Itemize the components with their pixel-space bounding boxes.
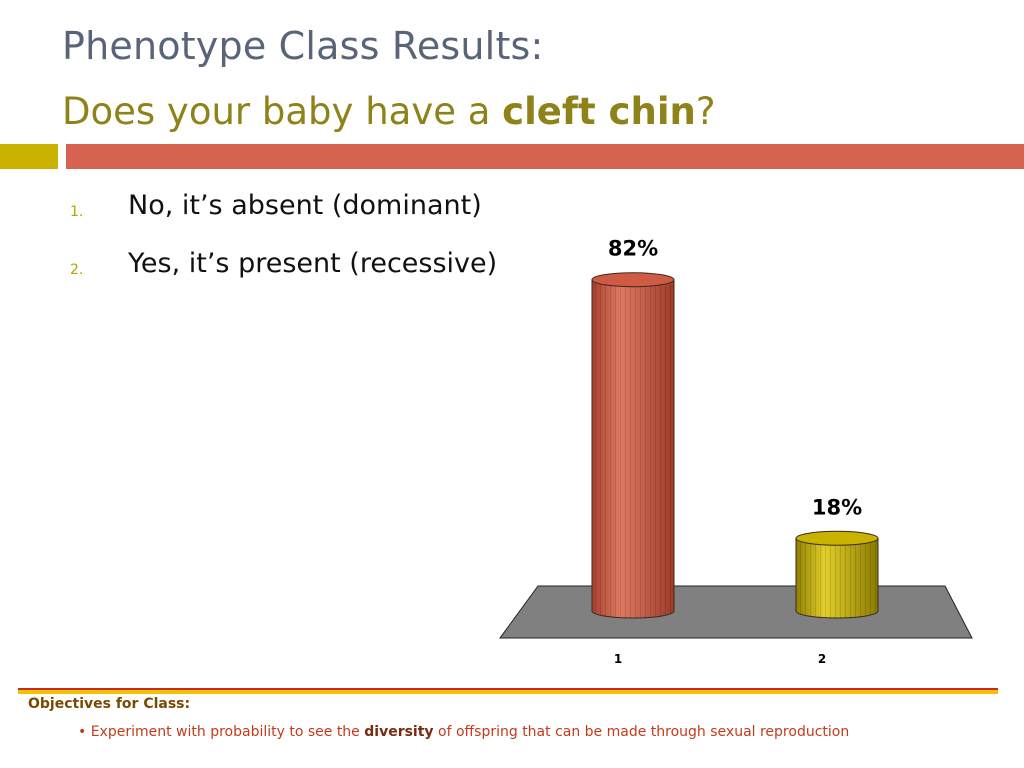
bar-texture bbox=[592, 279, 674, 618]
subtitle-text: Does your baby have a bbox=[62, 90, 503, 133]
objectives-heading: Objectives for Class: bbox=[28, 696, 191, 712]
x-tick-label: 2 bbox=[818, 652, 826, 666]
title-band-accent bbox=[0, 144, 58, 169]
slide-subtitle: Does your baby have a cleft chin? bbox=[62, 90, 715, 133]
data-label: 18% bbox=[812, 495, 862, 519]
objectives-emphasis: diversity bbox=[364, 724, 434, 740]
answer-text: No, it’s absent (dominant) bbox=[128, 190, 482, 221]
objectives-bullet: • Experiment with probability to see the… bbox=[78, 724, 849, 740]
bar-top bbox=[795, 530, 879, 546]
slide-title: Phenotype Class Results: bbox=[62, 24, 544, 68]
objectives-text-end: of offspring that can be made through se… bbox=[433, 724, 850, 740]
subtitle-question-mark: ? bbox=[695, 90, 716, 133]
answer-number: 1. bbox=[70, 204, 84, 220]
bar-2 bbox=[795, 530, 879, 619]
labels-layer: 82% 18% bbox=[608, 237, 862, 520]
answer-text: Yes, it’s present (recessive) bbox=[128, 248, 498, 279]
chart-floor bbox=[499, 585, 973, 639]
x-tick-label: 1 bbox=[614, 652, 622, 666]
subtitle-emphasis: cleft chin bbox=[502, 90, 696, 133]
objectives-text-start: • Experiment with probability to see the bbox=[78, 724, 365, 740]
bar-top bbox=[591, 272, 675, 288]
bar-1 bbox=[591, 272, 675, 619]
title-band bbox=[66, 144, 1024, 169]
data-label: 82% bbox=[608, 237, 658, 261]
bars-layer bbox=[591, 272, 879, 619]
answer-number: 2. bbox=[70, 262, 84, 278]
footer-rule bbox=[18, 688, 998, 694]
bar-texture bbox=[796, 538, 878, 618]
